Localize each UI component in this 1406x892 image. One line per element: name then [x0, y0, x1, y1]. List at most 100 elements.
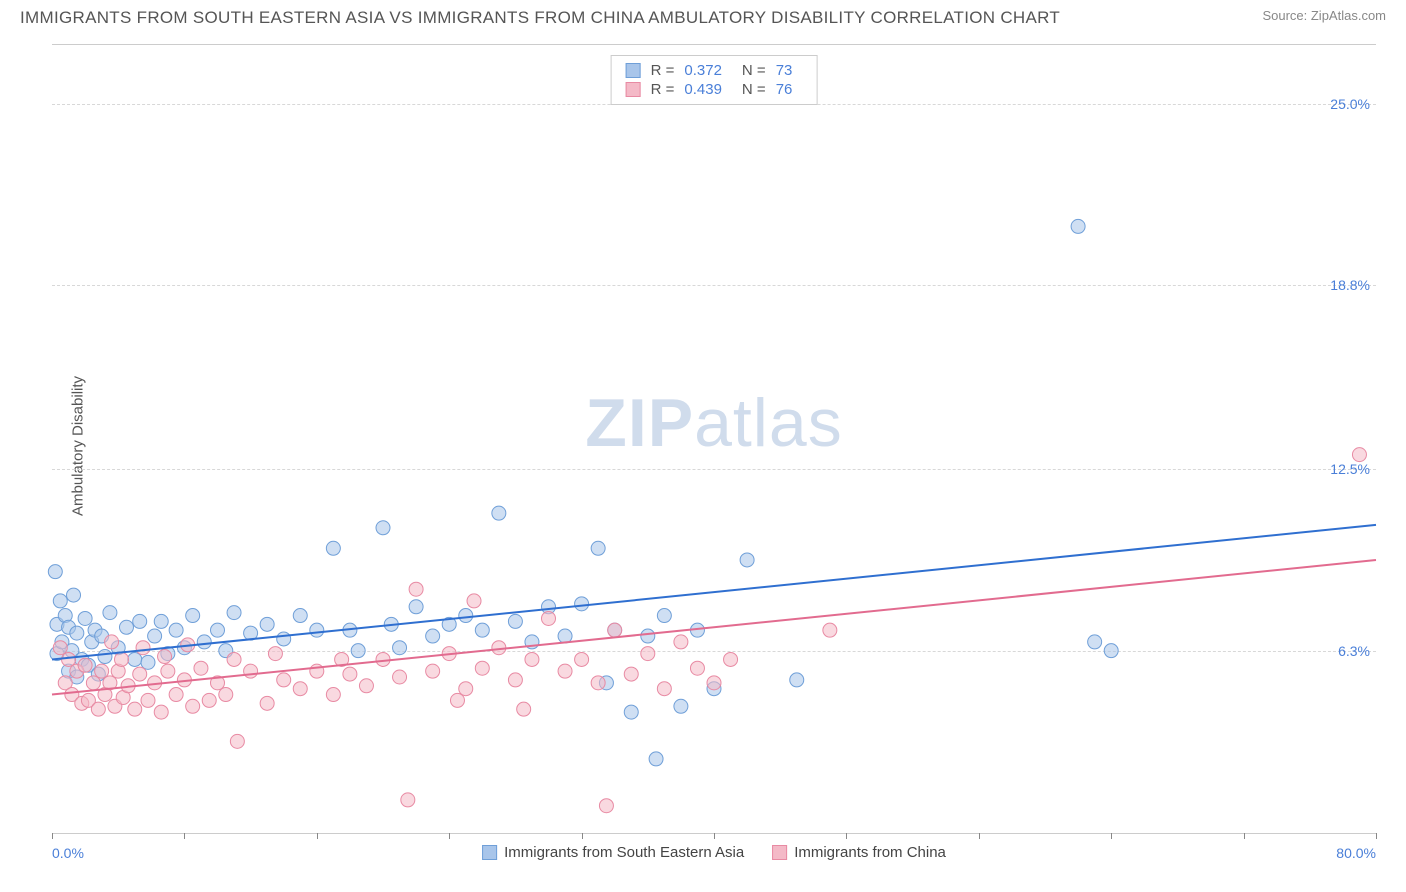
data-point-sea — [128, 652, 142, 666]
data-point-china — [517, 702, 531, 716]
data-point-china — [343, 667, 357, 681]
data-point-sea — [790, 673, 804, 687]
data-point-china — [525, 652, 539, 666]
data-point-sea — [169, 623, 183, 637]
data-point-sea — [70, 626, 84, 640]
data-point-sea — [1071, 219, 1085, 233]
data-point-sea — [459, 609, 473, 623]
data-point-sea — [409, 600, 423, 614]
data-point-china — [62, 652, 76, 666]
data-point-china — [141, 693, 155, 707]
correlation-row-sea: R =0.372N =73 — [626, 61, 803, 80]
x-tick — [846, 833, 847, 839]
data-point-sea — [475, 623, 489, 637]
data-point-china — [194, 661, 208, 675]
data-point-china — [641, 647, 655, 661]
x-tick — [714, 833, 715, 839]
data-point-sea — [186, 609, 200, 623]
data-point-china — [1352, 448, 1366, 462]
data-point-china — [401, 793, 415, 807]
data-point-china — [624, 667, 638, 681]
r-label: R = — [651, 81, 675, 98]
x-tick — [1111, 833, 1112, 839]
data-point-sea — [197, 635, 211, 649]
data-point-china — [467, 594, 481, 608]
data-point-sea — [119, 620, 133, 634]
data-point-sea — [1104, 644, 1118, 658]
data-point-china — [591, 676, 605, 690]
data-point-sea — [148, 629, 162, 643]
data-point-sea — [293, 609, 307, 623]
data-point-china — [558, 664, 572, 678]
data-point-china — [277, 673, 291, 687]
data-point-china — [393, 670, 407, 684]
data-point-china — [136, 641, 150, 655]
data-point-china — [475, 661, 489, 675]
x-tick — [317, 833, 318, 839]
data-point-sea — [48, 565, 62, 579]
data-point-china — [359, 679, 373, 693]
series-legend: Immigrants from South Eastern Asia Immigr… — [482, 844, 946, 861]
data-point-china — [161, 664, 175, 678]
data-point-sea — [393, 641, 407, 655]
r-value: 0.439 — [684, 81, 722, 98]
data-point-sea — [426, 629, 440, 643]
data-point-china — [91, 702, 105, 716]
data-point-sea — [740, 553, 754, 567]
data-point-china — [219, 688, 233, 702]
data-point-china — [230, 734, 244, 748]
data-point-china — [293, 682, 307, 696]
n-value: 73 — [776, 62, 793, 79]
legend-label: Immigrants from China — [794, 844, 946, 861]
scatter-plot-svg — [52, 45, 1376, 833]
data-point-china — [158, 650, 172, 664]
legend-label: Immigrants from South Eastern Asia — [504, 844, 744, 861]
data-point-china — [450, 693, 464, 707]
x-axis-max-label: 80.0% — [1336, 845, 1376, 861]
data-point-china — [53, 641, 67, 655]
legend-swatch-icon — [772, 845, 787, 860]
data-point-china — [78, 658, 92, 672]
data-point-sea — [674, 699, 688, 713]
data-point-sea — [310, 623, 324, 637]
n-label: N = — [742, 81, 766, 98]
data-point-china — [657, 682, 671, 696]
regression-line-sea — [52, 525, 1376, 660]
data-point-china — [542, 611, 556, 625]
legend-item-sea: Immigrants from South Eastern Asia — [482, 844, 744, 861]
data-point-china — [95, 664, 109, 678]
legend-swatch-icon — [482, 845, 497, 860]
data-point-china — [674, 635, 688, 649]
x-tick — [1376, 833, 1377, 839]
data-point-china — [326, 688, 340, 702]
x-tick — [582, 833, 583, 839]
data-point-china — [599, 799, 613, 813]
data-point-china — [608, 623, 622, 637]
data-point-sea — [508, 614, 522, 628]
n-value: 76 — [776, 81, 793, 98]
source-label: Source: ZipAtlas.com — [1262, 8, 1386, 23]
data-point-sea — [78, 611, 92, 625]
data-point-sea — [657, 609, 671, 623]
data-point-china — [154, 705, 168, 719]
data-point-china — [690, 661, 704, 675]
data-point-sea — [53, 594, 67, 608]
data-point-china — [227, 652, 241, 666]
data-point-china — [169, 688, 183, 702]
data-point-sea — [67, 588, 81, 602]
x-tick — [184, 833, 185, 839]
data-point-china — [508, 673, 522, 687]
data-point-china — [105, 635, 119, 649]
data-point-china — [823, 623, 837, 637]
r-value: 0.372 — [684, 62, 722, 79]
data-point-china — [575, 652, 589, 666]
data-point-sea — [98, 650, 112, 664]
correlation-row-china: R = 0.439 N = 76 — [626, 80, 803, 99]
data-point-china — [724, 652, 738, 666]
r-label: R = — [651, 62, 675, 79]
data-point-china — [244, 664, 258, 678]
data-point-sea — [326, 541, 340, 555]
data-point-china — [260, 696, 274, 710]
data-point-china — [426, 664, 440, 678]
data-point-sea — [492, 506, 506, 520]
